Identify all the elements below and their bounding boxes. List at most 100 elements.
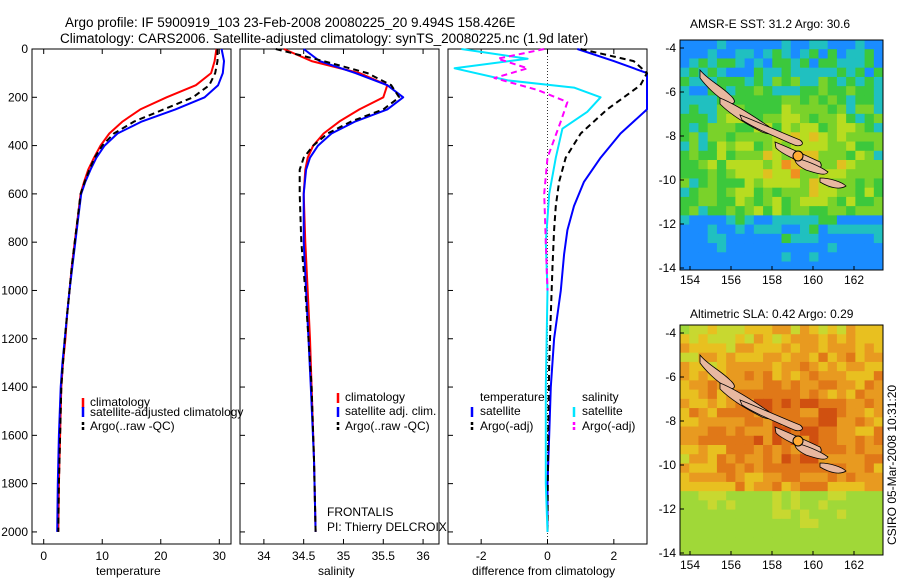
grid-cell [716,546,727,555]
grid-cell [744,435,755,446]
grid-cell [809,491,819,501]
grid-cell [735,178,746,189]
grid-cell [781,454,792,464]
csiro-timestamp: CSIRO 05-Mar-2008 10:31:20 [885,385,899,545]
grid-cell [707,435,718,446]
grid-cell [790,233,801,244]
grid-cell [864,361,875,372]
map-y-tick-label: -10 [659,458,677,472]
grid-cell [818,343,829,354]
grid-cell [689,398,699,409]
grid-cell [680,40,690,50]
grid-cell [864,454,875,464]
map-y-tick-label: -14 [659,261,677,275]
grid-cell [836,141,847,152]
grid-cell [781,86,792,96]
grid-cell [680,454,690,464]
grid-cell [744,233,755,244]
grid-cell [680,380,690,391]
grid-cell [799,86,810,96]
y-tick-label: 200 [8,90,28,104]
grid-cell [680,352,690,363]
grid-cell [873,76,883,87]
map-y-tick-label: -12 [659,217,677,231]
grid-cell [689,67,699,78]
grid-cell [790,196,801,207]
grid-cell [781,481,792,492]
grid-cell [716,334,727,344]
grid-cell [781,352,792,363]
grid-cell [735,233,746,244]
grid-cell [716,537,727,548]
grid-cell [716,325,727,335]
grid-cell [818,243,829,253]
grid-cell [689,169,699,179]
grid-cell [763,224,773,235]
grid-cell [855,132,866,143]
grid-cell [680,233,690,244]
grid-cell [698,325,709,335]
grid-cell [772,86,783,96]
map-x-tick-label: 162 [844,558,864,572]
grid-cell [790,426,801,437]
grid-cell [698,389,709,400]
grid-cell [827,528,838,538]
grid-cell [809,224,819,235]
grid-cell [790,371,801,381]
grid-cell [818,206,829,216]
grid-cell [772,215,783,226]
grid-cell [781,528,792,538]
temperature-lines [56,48,225,532]
grid-cell [753,444,764,455]
temperature-panel: 0 200 400 600 800 1000 1200 1400 1600 1800 2000 0 1… [1,42,243,578]
grid-cell [680,435,690,446]
grid-cell [855,261,866,270]
grid-cell [716,49,727,59]
grid-cell [753,215,764,226]
grid-cell [846,325,856,335]
grid-cell [698,343,709,354]
grid-cell [827,546,838,555]
grid-cell [846,224,856,235]
grid-cell [836,325,847,335]
legend-label-argo: Argo(..raw -QC) [345,419,430,433]
grid-cell [735,40,746,50]
grid-cell [836,76,847,87]
grid-cell [864,518,875,529]
grid-cell [864,546,875,555]
grid-cell [790,500,801,511]
grid-cell [744,224,755,235]
grid-cell [689,49,699,59]
grid-cell [763,261,773,270]
grid-cell [809,233,819,244]
grid-cell [772,481,783,492]
grid-cell [753,472,764,483]
grid-cell [818,435,829,446]
grid-cell [735,518,746,529]
map-y-tick-label: -4 [665,326,676,340]
grid-cell [836,95,847,106]
grid-cell [864,224,875,235]
grid-cell [864,408,875,418]
grid-cell [716,500,727,511]
grid-cell [855,86,866,96]
grid-cell [818,86,829,96]
grid-cell [809,95,819,106]
grid-cell [855,426,866,437]
grid-cell [763,150,773,161]
grid-cell [855,215,866,226]
grid-cell [836,67,847,78]
grid-cell [818,187,829,198]
grid-cell [781,537,792,548]
grid-cell [846,481,856,492]
grid-cell [726,113,736,124]
grid-cell [744,252,755,263]
grid-cell [790,398,801,409]
grid-cell [836,472,847,483]
grid-cell [753,169,764,179]
grid-cell [680,252,690,263]
grid-cell [680,546,690,555]
grid-cell [716,243,727,253]
grid-cell [680,371,690,381]
grid-cell [689,132,699,143]
